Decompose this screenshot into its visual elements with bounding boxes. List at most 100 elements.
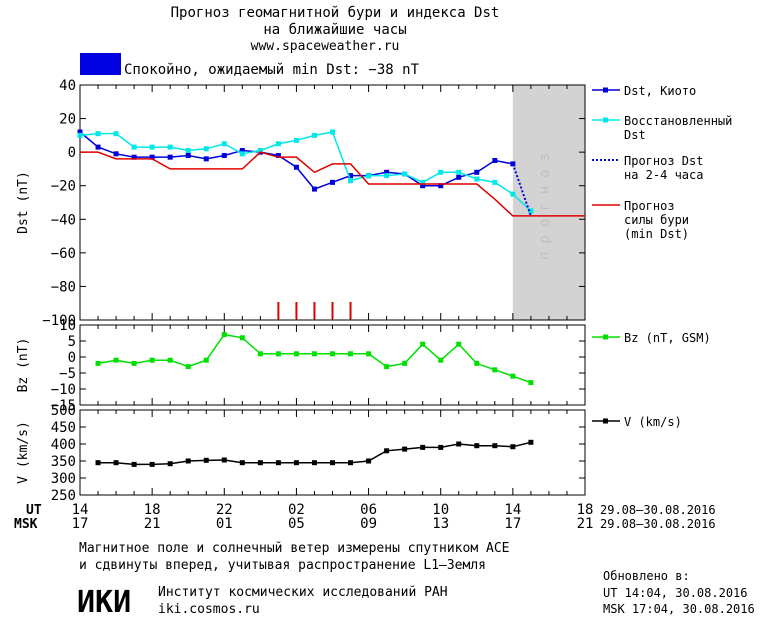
series-point xyxy=(221,141,227,147)
legend-entry-label: силы бури xyxy=(624,213,689,227)
series-point xyxy=(113,357,119,363)
series-point xyxy=(492,179,498,185)
y-tick-label: 350 xyxy=(51,454,76,470)
y-tick-label: −5 xyxy=(59,366,76,382)
series-point xyxy=(167,461,173,467)
series-point xyxy=(131,360,137,366)
ut-tick-label: 14 xyxy=(72,502,89,518)
dst-series xyxy=(77,129,585,217)
updated-ut: UT 14:04, 30.08.2016 xyxy=(603,586,748,600)
msk-tick-label: 05 xyxy=(288,516,305,532)
series-point xyxy=(311,186,317,192)
series-point xyxy=(456,169,462,175)
series-point xyxy=(185,147,191,153)
series-point xyxy=(239,151,245,157)
y-tick-label: 5 xyxy=(68,334,76,350)
series-point xyxy=(275,460,281,466)
series-point xyxy=(167,357,173,363)
status-text: Спокойно, ожидаемый min Dst: −38 nT xyxy=(124,62,420,78)
legend-marker xyxy=(603,87,608,93)
series-point xyxy=(203,357,209,363)
bz-series xyxy=(95,332,534,386)
series-point xyxy=(438,183,444,189)
series-point xyxy=(149,461,155,467)
series-point xyxy=(438,169,444,175)
series-point xyxy=(384,364,390,370)
legend-entry-label: (min Dst) xyxy=(624,227,689,241)
series-point xyxy=(113,460,119,466)
legend-entry-label: Прогноз xyxy=(624,199,675,213)
msk-tick-label: 21 xyxy=(577,516,594,532)
dst-y-axis: 40 20 0 −20 −40 −60 −80 −100 xyxy=(42,78,585,329)
series-point xyxy=(77,129,83,135)
series-point xyxy=(528,208,534,214)
series-line xyxy=(511,163,532,217)
footer-note-line1: Магнитное поле и солнечный ветер измерен… xyxy=(79,541,509,556)
series-point xyxy=(402,446,408,452)
bz-x-ticks xyxy=(79,325,586,405)
iki-logo: ИКИ xyxy=(77,585,131,620)
series-point xyxy=(456,441,462,447)
series-point xyxy=(257,460,263,466)
ut-tick-label: 02 xyxy=(288,502,305,518)
updated-msk: MSK 17:04, 30.08.2016 xyxy=(603,602,755,616)
series-point xyxy=(131,461,137,467)
series-point xyxy=(113,151,119,157)
series-point xyxy=(456,341,462,347)
series-point xyxy=(203,457,209,463)
series-point xyxy=(311,460,317,466)
y-tick-label: 250 xyxy=(51,488,76,504)
series-point xyxy=(95,360,101,366)
series-point xyxy=(77,132,83,138)
institute-url: iki.cosmos.ru xyxy=(158,602,260,617)
series-point xyxy=(474,176,480,182)
msk-tick-labels: 17 21 01 05 09 13 17 21 xyxy=(72,516,594,532)
series-point xyxy=(420,444,426,450)
series-point xyxy=(131,154,137,160)
msk-tick-label: 01 xyxy=(216,516,233,532)
series-point xyxy=(239,335,245,341)
series-line xyxy=(97,333,532,384)
bz-y-label: Bz (nT) xyxy=(16,338,31,393)
legend-entry-label: на 2-4 часа xyxy=(624,168,703,182)
ut-tick-label: 06 xyxy=(360,502,377,518)
series-point xyxy=(438,444,444,450)
y-tick-label: 20 xyxy=(59,112,76,128)
series-point xyxy=(528,380,534,386)
series-point xyxy=(113,131,119,137)
series-point xyxy=(474,360,480,366)
series-point xyxy=(474,169,480,175)
series-point xyxy=(510,444,516,450)
bz-legend: Bz (nT, GSM) xyxy=(592,331,711,345)
y-tick-label: 0 xyxy=(68,145,76,161)
series-point xyxy=(330,351,335,357)
dst-x-ticks xyxy=(79,85,586,320)
series-line xyxy=(80,151,585,217)
website-label: www.spaceweather.ru xyxy=(251,39,400,54)
series-point xyxy=(311,351,317,357)
series-point xyxy=(420,183,426,189)
msk-tick-label: 21 xyxy=(144,516,161,532)
updated-label: Обновлено в: xyxy=(603,569,690,583)
series-point xyxy=(275,153,281,158)
series-point xyxy=(348,351,354,357)
series-point xyxy=(185,458,191,464)
y-tick-label: 10 xyxy=(59,318,76,334)
series-point xyxy=(257,351,263,357)
series-point xyxy=(528,439,534,445)
bz-plot-frame xyxy=(79,324,586,406)
series-point xyxy=(257,147,263,153)
msk-tick-label: 13 xyxy=(432,516,449,532)
series-point xyxy=(239,147,245,153)
v-x-ticks xyxy=(79,410,586,495)
legend-entry-label: Bz (nT, GSM) xyxy=(624,331,711,345)
y-tick-label: −15 xyxy=(51,398,76,414)
series-point xyxy=(492,443,498,449)
msk-tick-label: 17 xyxy=(504,516,521,532)
forecast-region-label: прогноз xyxy=(537,145,553,260)
y-tick-label: −100 xyxy=(42,313,76,329)
legend-entry-label: Dst, Киото xyxy=(624,84,696,98)
v-legend: V (km/s) xyxy=(592,415,682,429)
